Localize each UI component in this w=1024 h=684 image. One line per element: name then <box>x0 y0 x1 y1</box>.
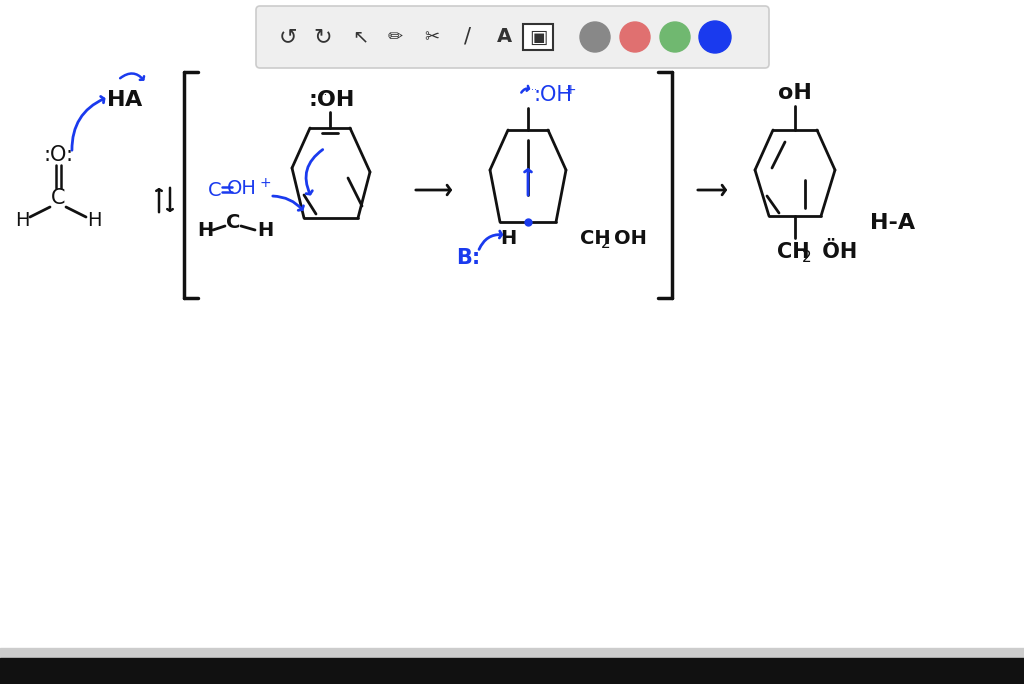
Circle shape <box>660 22 690 52</box>
Text: :OH: :OH <box>534 85 572 105</box>
Text: +: + <box>564 83 575 97</box>
Text: C: C <box>226 213 241 233</box>
Text: H: H <box>500 228 516 248</box>
Text: 2: 2 <box>601 235 610 250</box>
FancyBboxPatch shape <box>256 6 769 68</box>
Text: ..: .. <box>321 87 328 97</box>
Text: B:: B: <box>456 248 480 268</box>
Text: +: + <box>259 176 270 190</box>
Text: C: C <box>51 188 66 208</box>
Text: H: H <box>106 90 125 110</box>
Text: ↖: ↖ <box>352 27 369 47</box>
Text: ↻: ↻ <box>313 27 333 47</box>
Text: H: H <box>197 220 213 239</box>
Text: ÖH: ÖH <box>815 242 857 262</box>
Text: H: H <box>87 211 101 230</box>
Text: :OH: :OH <box>309 90 355 110</box>
Text: ✂: ✂ <box>424 28 439 46</box>
Text: A: A <box>497 27 512 47</box>
Circle shape <box>620 22 650 52</box>
Text: H: H <box>257 220 273 239</box>
Circle shape <box>699 21 731 53</box>
Text: CH: CH <box>580 228 610 248</box>
Text: ▣: ▣ <box>528 27 547 47</box>
Text: OH: OH <box>227 179 257 198</box>
Text: OH: OH <box>614 228 647 248</box>
Text: oH: oH <box>778 83 812 103</box>
Text: 2: 2 <box>802 250 812 265</box>
Text: A: A <box>125 90 142 110</box>
Text: ..: .. <box>531 82 537 92</box>
Text: ↺: ↺ <box>279 27 297 47</box>
FancyBboxPatch shape <box>523 24 553 50</box>
Bar <box>0 658 1024 684</box>
Text: H: H <box>14 211 30 230</box>
Text: :O:: :O: <box>43 145 73 165</box>
Text: ✏: ✏ <box>387 28 402 46</box>
Text: /: / <box>465 27 471 47</box>
Text: CH: CH <box>777 242 810 262</box>
Text: C: C <box>208 181 222 200</box>
Text: H-A: H-A <box>870 213 915 233</box>
Bar <box>0 648 1024 658</box>
Circle shape <box>580 22 610 52</box>
